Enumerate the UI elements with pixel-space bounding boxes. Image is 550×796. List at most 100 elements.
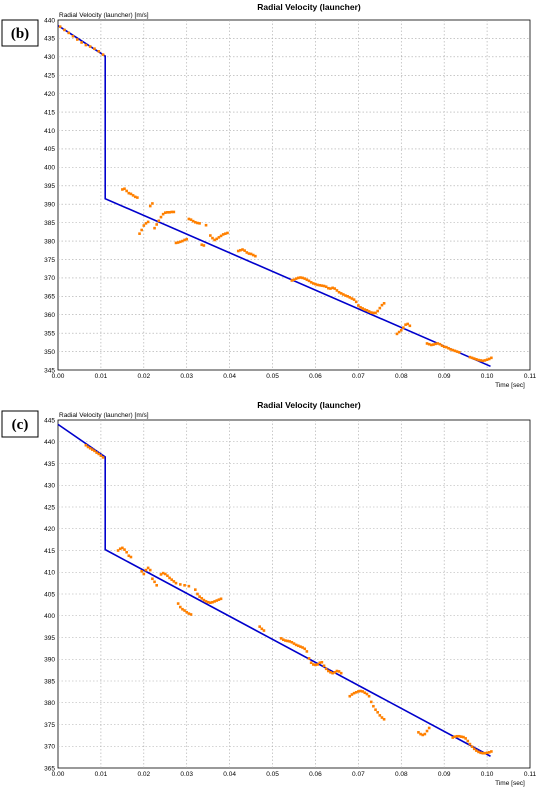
- measured-point: [144, 568, 148, 572]
- measured-point: [294, 643, 298, 647]
- y-tick-label: 370: [44, 744, 55, 751]
- measured-point: [434, 342, 437, 346]
- measured-point: [200, 243, 204, 247]
- measured-point: [303, 647, 307, 651]
- y-tick-label: 370: [44, 275, 55, 282]
- y-tick-label: 395: [44, 635, 55, 642]
- measured-point: [335, 289, 339, 292]
- measured-point: [314, 282, 317, 286]
- measured-point: [382, 717, 386, 721]
- measured-point: [292, 278, 296, 282]
- measured-point: [451, 736, 455, 739]
- measured-point: [318, 661, 322, 665]
- x-tick-label: 0.00: [52, 373, 65, 380]
- measured-point: [447, 346, 450, 350]
- measured-point: [288, 640, 292, 643]
- measured-point: [378, 714, 382, 717]
- y-tick-label: 410: [44, 128, 55, 135]
- measured-point: [466, 739, 470, 743]
- measured-point: [153, 226, 156, 230]
- measured-point: [153, 580, 156, 584]
- y-tick-label: 400: [44, 165, 55, 172]
- measured-point: [84, 43, 88, 47]
- measured-point: [142, 572, 146, 576]
- measured-point: [97, 50, 101, 53]
- y-tick-label: 415: [44, 548, 55, 555]
- measured-point: [327, 669, 330, 673]
- x-tick-label: 0.02: [137, 373, 150, 380]
- measured-point: [487, 751, 491, 754]
- measured-point: [490, 356, 493, 360]
- measured-point: [301, 646, 304, 649]
- measured-point: [176, 241, 180, 244]
- y-tick-label: 365: [44, 294, 55, 301]
- measured-point: [477, 750, 480, 754]
- measured-point: [320, 284, 324, 287]
- measured-point: [243, 249, 246, 252]
- measured-point: [213, 238, 216, 242]
- y-tick-label: 385: [44, 678, 55, 685]
- measured-point: [118, 547, 122, 551]
- measured-point: [144, 222, 148, 225]
- x-tick-label: 0.05: [266, 373, 279, 380]
- measured-point: [125, 550, 128, 554]
- x-tick-label: 0.01: [95, 771, 108, 778]
- measured-point: [350, 297, 354, 300]
- measured-point: [127, 554, 131, 558]
- measured-point: [185, 237, 189, 241]
- measured-point: [163, 211, 167, 214]
- measured-point: [189, 613, 193, 616]
- measured-point: [129, 555, 133, 559]
- measured-point: [301, 276, 304, 280]
- measured-point: [324, 667, 328, 671]
- measured-point: [331, 671, 334, 675]
- measured-point: [196, 221, 199, 225]
- measured-point: [196, 592, 199, 596]
- measured-point: [290, 279, 294, 282]
- measured-point: [423, 732, 427, 736]
- measured-point: [299, 276, 302, 279]
- measured-point: [468, 355, 472, 359]
- y-tick-label: 390: [44, 657, 55, 664]
- measured-point: [354, 300, 358, 304]
- measured-point: [479, 751, 482, 755]
- x-tick-label: 0.08: [395, 373, 408, 380]
- measured-point: [95, 451, 98, 454]
- measured-point: [213, 600, 216, 603]
- measured-point: [404, 323, 407, 326]
- measured-point: [148, 568, 152, 572]
- y-tick-label: 350: [44, 349, 55, 356]
- measured-point: [136, 196, 139, 199]
- measured-point: [483, 751, 487, 755]
- y-tick-label: 395: [44, 183, 55, 190]
- measured-point: [320, 661, 324, 664]
- measured-point: [485, 358, 489, 361]
- measured-point: [183, 584, 186, 587]
- x-tick-label: 0.06: [309, 373, 322, 380]
- measured-point: [468, 742, 472, 746]
- measured-point: [260, 627, 264, 631]
- measured-point: [445, 345, 448, 349]
- measured-point: [438, 342, 442, 346]
- measured-point: [123, 187, 126, 191]
- measured-point: [303, 277, 307, 280]
- measured-point: [395, 332, 399, 336]
- measured-point: [397, 330, 401, 334]
- measured-point: [490, 750, 493, 753]
- measured-point: [457, 351, 461, 354]
- panel-label-box: [1, 410, 39, 438]
- measured-point: [181, 607, 184, 611]
- measured-point: [367, 310, 371, 313]
- measured-point: [281, 638, 285, 641]
- y-tick-label: 405: [44, 591, 55, 598]
- measured-point: [425, 729, 429, 733]
- measured-point: [292, 642, 296, 645]
- panel-label: (b): [11, 26, 29, 42]
- measured-point: [369, 311, 373, 314]
- measured-point: [239, 248, 242, 252]
- measured-point: [335, 669, 339, 673]
- measured-point: [361, 307, 364, 310]
- measured-point: [258, 625, 261, 628]
- measured-point: [374, 311, 377, 315]
- measured-point: [168, 576, 171, 580]
